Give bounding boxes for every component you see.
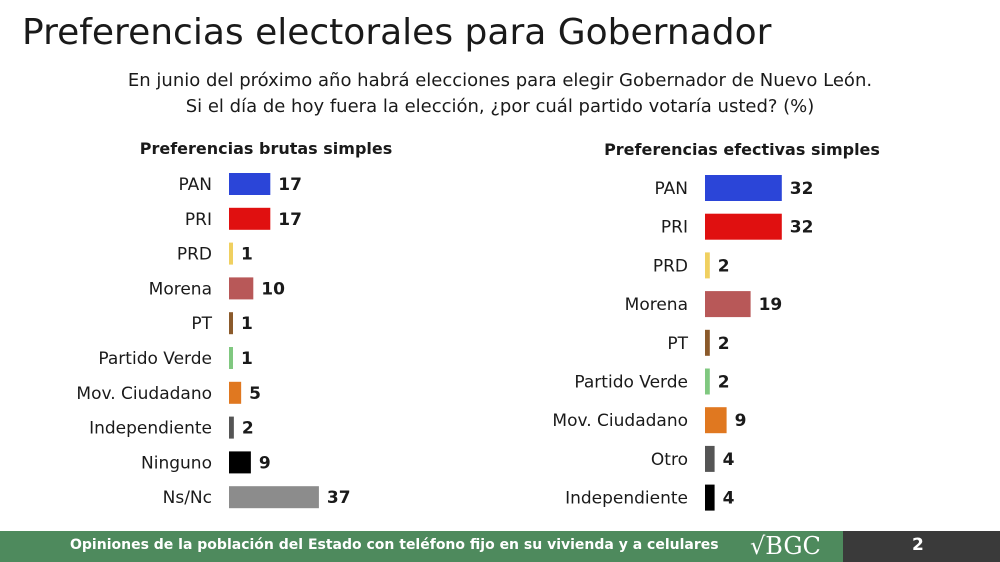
chart-2-title: Preferencias efectivas simples [604, 140, 880, 159]
chart-1-bar [229, 173, 271, 195]
chart-1-bar [229, 242, 233, 265]
chart-1-value-label: 2 [242, 419, 254, 439]
chart-2-bar [705, 252, 710, 279]
page-number-box [843, 531, 1000, 562]
chart-1-value-label: 10 [261, 279, 285, 299]
chart-1-category-label: PT [191, 314, 212, 334]
chart-2-bar [705, 445, 715, 472]
chart-1-bar [229, 381, 242, 404]
chart-2-bar [705, 368, 710, 395]
page-title: Preferencias electorales para Gobernador [22, 12, 772, 53]
chart-2-value-label: 2 [718, 334, 730, 354]
chart-1-bar [229, 207, 271, 230]
chart-2-bar [705, 329, 710, 356]
chart-1-value-label: 9 [259, 453, 271, 473]
page-number: 2 [912, 535, 924, 555]
chart-2-category-label: Morena [625, 295, 688, 315]
chart-1-category-label: Mov. Ciudadano [76, 384, 212, 404]
bgc-logo: √BGC [750, 532, 821, 560]
chart-2-category-label: Independiente [565, 489, 688, 509]
question-line-1: En junio del próximo año habrá eleccione… [127, 70, 873, 91]
chart-2-bar [705, 213, 782, 240]
chart-1-category-label: PRI [185, 210, 212, 230]
chart-1-value-label: 5 [249, 384, 261, 404]
chart-2-bar [705, 407, 727, 434]
chart-1-value-label: 1 [241, 314, 253, 334]
chart-1-bar [229, 416, 234, 439]
chart-1-value-label: 17 [278, 175, 302, 195]
chart-2-category-label: PAN [654, 179, 688, 199]
chart-1-bar [229, 486, 319, 509]
chart-2-value-label: 32 [790, 179, 814, 199]
chart-1-category-label: Independiente [89, 419, 212, 439]
chart-1-title: Preferencias brutas simples [140, 139, 393, 158]
chart-2-value-label: 32 [790, 218, 814, 238]
chart-1-bar [229, 277, 254, 300]
chart-1-category-label: PRD [177, 245, 212, 265]
chart-2-bar [705, 484, 715, 511]
chart-2-value-label: 4 [723, 489, 735, 509]
chart-2-bar [705, 175, 782, 201]
chart-1-value-label: 1 [241, 245, 253, 265]
chart-2-category-label: Otro [651, 450, 688, 470]
chart-1-category-label: PAN [178, 175, 212, 195]
chart-2-category-label: Mov. Ciudadano [552, 411, 688, 431]
chart-2-bar [705, 291, 751, 318]
question-line-2: Si el día de hoy fuera la elección, ¿por… [185, 96, 815, 117]
chart-2-category-label: PRD [653, 256, 688, 276]
chart-2-value-label: 19 [759, 295, 783, 315]
chart-1-value-label: 37 [327, 488, 351, 508]
chart-1-bar [229, 347, 233, 369]
chart-2-value-label: 9 [735, 411, 747, 431]
chart-2-category-label: PT [667, 334, 688, 354]
chart-2-category-label: Partido Verde [574, 373, 688, 393]
chart-2-value-label: 2 [718, 373, 730, 393]
footer-note: Opiniones de la población del Estado con… [70, 537, 719, 553]
chart-1-category-label: Ninguno [141, 453, 212, 473]
chart-1-bar [229, 451, 251, 474]
chart-1-category-label: Partido Verde [98, 349, 212, 369]
chart-1-category-label: Morena [149, 279, 212, 299]
chart-1-value-label: 1 [241, 349, 253, 369]
chart-2-category-label: PRI [661, 218, 688, 238]
chart-2-value-label: 4 [723, 450, 735, 470]
chart-1-value-label: 17 [278, 210, 302, 230]
chart-2-value-label: 2 [718, 256, 730, 276]
footer-bar: Opiniones de la población del Estado con… [0, 531, 1000, 562]
chart-1-bar [229, 312, 233, 335]
chart-1-category-label: Ns/Nc [163, 488, 212, 508]
charts-canvas: Preferencias brutas simples PAN 17 PRI 17 PRD… [76, 139, 880, 511]
